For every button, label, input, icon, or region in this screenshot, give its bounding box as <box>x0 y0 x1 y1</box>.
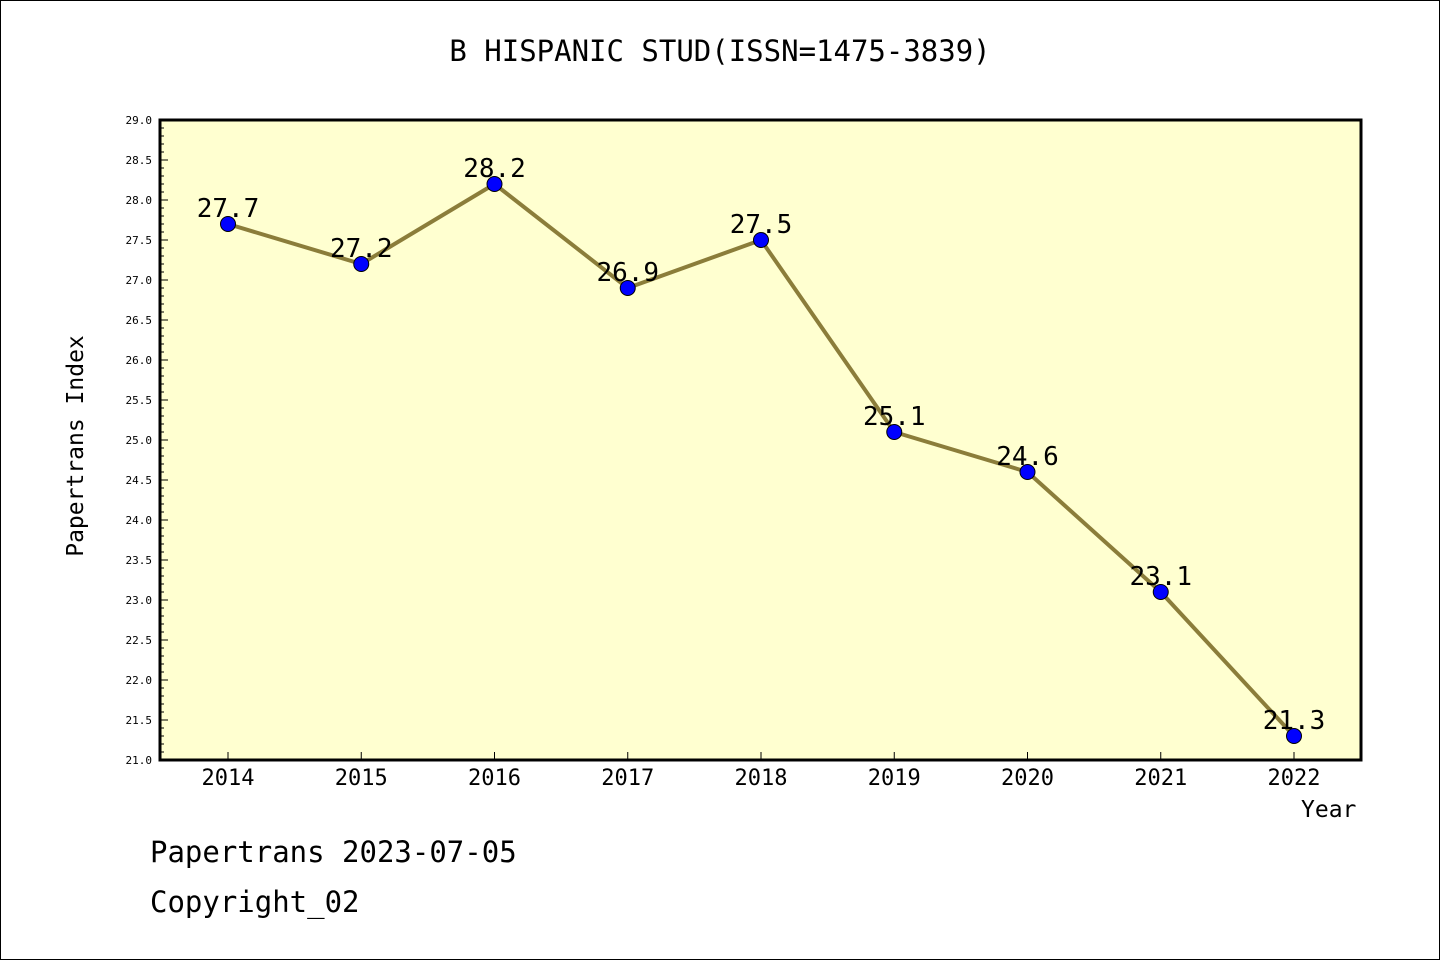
y-tick-label: 25.5 <box>126 394 153 407</box>
data-label: 26.9 <box>596 258 659 288</box>
data-label: 27.5 <box>730 210 793 240</box>
data-point <box>1152 584 1169 600</box>
footer-date: Papertrans 2023-07-05 <box>150 835 517 869</box>
plot-border <box>158 118 1363 762</box>
data-point <box>220 216 236 232</box>
x-tick-label: 2022 <box>1268 766 1321 791</box>
data-point <box>353 256 370 272</box>
y-tick-label: 28.0 <box>126 194 153 207</box>
data-label: 23.1 <box>1129 562 1192 592</box>
data-label: 25.1 <box>863 402 926 432</box>
x-axis-label: Year <box>1301 797 1357 823</box>
y-tick-label: 23.0 <box>126 594 153 607</box>
data-point <box>753 232 769 248</box>
x-tick-label: 2017 <box>601 766 654 791</box>
data-label: 24.6 <box>996 442 1059 472</box>
data-point <box>619 280 636 296</box>
x-tick-label: 2016 <box>468 766 521 791</box>
y-tick-label: 27.0 <box>126 274 153 287</box>
y-tick-label: 22.5 <box>126 634 153 647</box>
x-tick-label: 2018 <box>735 766 788 791</box>
y-tick-label: 27.5 <box>126 234 153 247</box>
x-tick-label: 2019 <box>868 766 921 791</box>
plot-area <box>160 120 1361 760</box>
data-point <box>1286 728 1302 744</box>
footer-copyright: Copyright_02 <box>150 885 360 919</box>
y-tick-label: 26.5 <box>126 314 153 327</box>
y-tick-label: 21.0 <box>126 754 153 767</box>
data-label: 27.7 <box>197 194 260 224</box>
x-tick-label: 2014 <box>202 766 255 791</box>
y-axis-label: Papertrans Index <box>63 335 89 557</box>
y-tick-label: 25.0 <box>126 434 153 447</box>
x-tick-label: 2021 <box>1134 766 1187 791</box>
y-tick-label: 29.0 <box>126 114 153 127</box>
data-point <box>886 424 903 440</box>
y-tick-label: 24.0 <box>126 514 153 527</box>
data-label: 28.2 <box>463 154 526 184</box>
y-tick-label: 28.5 <box>126 154 153 167</box>
y-tick-label: 23.5 <box>126 554 153 567</box>
x-tick-label: 2015 <box>335 766 388 791</box>
data-label: 27.2 <box>330 234 393 264</box>
data-label: 21.3 <box>1263 706 1326 736</box>
y-tick-label: 26.0 <box>126 354 153 367</box>
x-tick-label: 2020 <box>1001 766 1054 791</box>
y-tick-label: 21.5 <box>126 714 153 727</box>
y-tick-label: 22.0 <box>126 674 153 687</box>
y-tick-label: 24.5 <box>126 474 153 487</box>
chart-title: B HISPANIC STUD(ISSN=1475-3839) <box>449 34 991 68</box>
data-point <box>1019 464 1036 480</box>
data-point <box>486 176 503 192</box>
